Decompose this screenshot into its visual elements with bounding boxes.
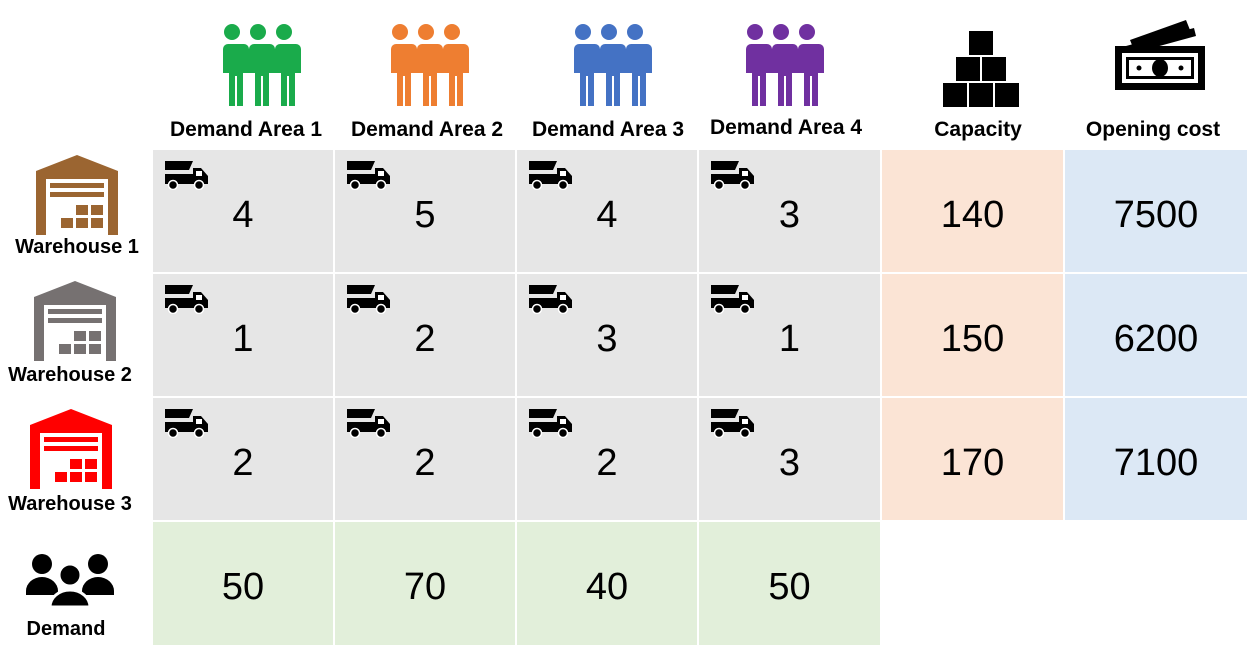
opening-cost-cell-w2: 6200: [1065, 274, 1247, 396]
truck-icon: [529, 161, 572, 190]
column-header-demand-area-4: Demand Area 4: [709, 116, 863, 139]
cost-cell-w1-a3: 4: [517, 150, 697, 272]
column-header-demand-area-3: Demand Area 3: [531, 118, 685, 141]
cost-cell-w2-a1: 1: [153, 274, 333, 396]
capacity-value: 150: [940, 317, 1005, 360]
cost-cell-w1-a1: 4: [153, 150, 333, 272]
cost-cell-w1-a2: 5: [335, 150, 515, 272]
cost-cell-w1-a4: 3: [699, 150, 880, 272]
column-header-demand-area-1: Demand Area 1: [169, 118, 323, 141]
truck-icon: [529, 409, 572, 438]
column-header-opening-cost: Opening cost: [1085, 118, 1221, 141]
demand-cell-a1: 50: [153, 522, 333, 645]
cost-cell-w2-a2: 2: [335, 274, 515, 396]
column-header-capacity: Capacity: [934, 118, 1022, 141]
opening-cost-cell-w1: 7500: [1065, 150, 1247, 272]
transport-cost-value: 4: [232, 193, 254, 236]
transport-cost-value: 2: [414, 317, 436, 360]
transport-cost-value: 3: [596, 317, 618, 360]
transport-cost-value: 1: [778, 317, 801, 360]
transport-cost-value: 2: [232, 441, 254, 484]
demand-cell-a3: 40: [517, 522, 697, 645]
boxes-stack-icon: [941, 29, 1021, 109]
truck-icon: [165, 409, 208, 438]
truck-icon: [711, 409, 754, 438]
capacity-cell-w1: 140: [882, 150, 1063, 272]
opening-cost-value: 6200: [1113, 317, 1199, 360]
truck-icon: [165, 285, 208, 314]
truck-icon: [529, 285, 572, 314]
row-label-warehouse-1: Warehouse 1: [15, 236, 139, 258]
cost-cell-w3-a4: 3: [699, 398, 880, 520]
column-header-demand-area-2: Demand Area 2: [350, 118, 504, 141]
demand-cell-a4: 50: [699, 522, 880, 645]
cost-cell-w3-a2: 2: [335, 398, 515, 520]
transport-cost-value: 2: [596, 441, 618, 484]
demand-area-2-people-icon: [388, 24, 469, 106]
opening-cost-cell-w3: 7100: [1065, 398, 1247, 520]
banknote-icon: [1115, 20, 1205, 90]
cost-cell-w2-a4: 1: [699, 274, 880, 396]
transport-cost-value: 5: [414, 193, 436, 236]
opening-cost-value: 7500: [1113, 193, 1199, 236]
truck-icon: [711, 285, 754, 314]
demand-area-3-people-icon: [571, 24, 652, 106]
truck-icon: [347, 409, 390, 438]
capacity-value: 170: [940, 441, 1005, 484]
demand-area-4-people-icon: [743, 24, 824, 106]
warehouse-2-icon: [34, 281, 116, 361]
transport-cost-value: 4: [596, 193, 618, 236]
row-label-warehouse-3: Warehouse 3: [8, 493, 132, 515]
demand-value: 70: [403, 566, 447, 608]
opening-cost-value: 7100: [1113, 441, 1199, 484]
warehouse-3-icon: [30, 409, 112, 489]
cost-cell-w2-a3: 3: [517, 274, 697, 396]
truck-icon: [347, 285, 390, 314]
transport-cost-value: 3: [778, 193, 801, 236]
cost-cell-w3-a1: 2: [153, 398, 333, 520]
transport-cost-value: 1: [232, 317, 254, 360]
transport-cost-value: 3: [778, 441, 801, 484]
demand-value: 40: [585, 566, 629, 608]
demand-value: 50: [768, 566, 811, 608]
capacity-cell-w3: 170: [882, 398, 1063, 520]
capacity-cell-w2: 150: [882, 274, 1063, 396]
row-label-demand: Demand: [26, 618, 106, 640]
capacity-value: 140: [940, 193, 1005, 236]
truck-icon: [347, 161, 390, 190]
transport-cost-value: 2: [414, 441, 436, 484]
demand-value: 50: [221, 566, 265, 608]
demand-group-icon: [26, 554, 114, 609]
warehouse-1-icon: [36, 155, 118, 235]
demand-area-1-people-icon: [220, 24, 301, 106]
truck-icon: [165, 161, 208, 190]
cost-cell-w3-a3: 2: [517, 398, 697, 520]
demand-cell-a2: 70: [335, 522, 515, 645]
truck-icon: [711, 161, 754, 190]
row-label-warehouse-2: Warehouse 2: [8, 364, 132, 386]
